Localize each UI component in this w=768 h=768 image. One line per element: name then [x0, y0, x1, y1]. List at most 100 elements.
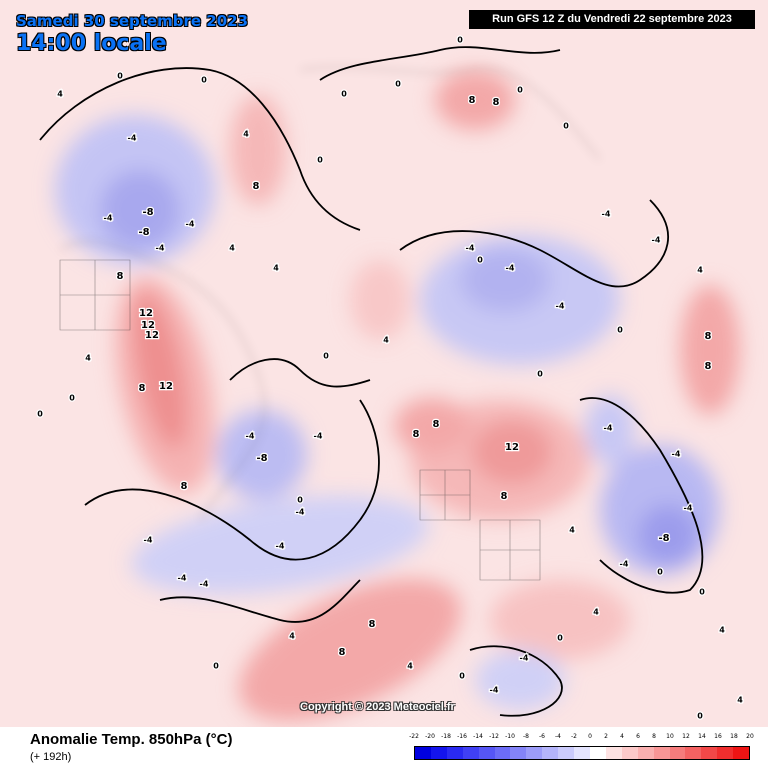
scale-tick-label: 4	[620, 733, 624, 740]
contour-label: -4	[652, 236, 661, 245]
contour-label: 4	[593, 608, 599, 617]
contour-label: -4	[684, 504, 693, 513]
scale-tick-label: 12	[682, 733, 690, 740]
contour-label: 0	[697, 712, 703, 721]
lead-time: (+ 192h)	[30, 751, 72, 763]
contour-label: 8	[469, 95, 476, 106]
scale-swatch	[478, 747, 495, 759]
contour-label: 8	[139, 383, 146, 394]
scale-swatch	[621, 747, 638, 759]
contour-label: 0	[477, 256, 483, 265]
contour-label: -4	[156, 244, 165, 253]
contour-label: 0	[459, 672, 465, 681]
cold-anomaly-north-atlantic	[131, 495, 429, 595]
zero-isotherm-pacific	[39, 67, 361, 231]
scale-swatch	[701, 747, 718, 759]
warm-anomaly-africa	[490, 580, 630, 660]
scale-swatch	[637, 747, 654, 759]
contour-label: -4	[602, 210, 611, 219]
contour-label: 8	[433, 419, 440, 430]
scale-swatch	[717, 747, 734, 759]
forecast-local-time: 14:00 locale	[16, 31, 167, 56]
scale-swatch	[733, 747, 750, 759]
warm-anomaly-atlantic	[238, 578, 462, 722]
scale-tick-label: -20	[425, 733, 435, 740]
scale-tick-label: -4	[555, 733, 561, 740]
scale-tick-label: -18	[441, 733, 451, 740]
scale-swatch	[430, 747, 447, 759]
color-scale-bar	[414, 746, 750, 760]
contour-label: 8	[181, 481, 188, 492]
contour-label: 8	[117, 271, 124, 282]
contour-label: -4	[620, 560, 629, 569]
warm-anomaly-europe-core	[472, 420, 552, 484]
scale-swatch	[494, 747, 511, 759]
contour-label: 0	[69, 394, 75, 403]
contour-label: 0	[699, 588, 705, 597]
contour-label: 0	[341, 90, 347, 99]
contour-label: 4	[383, 336, 389, 345]
contour-label: 4	[569, 526, 575, 535]
scale-tick-label: 16	[714, 733, 722, 740]
contour-label: 4	[697, 266, 703, 275]
scale-swatch	[685, 747, 702, 759]
scale-tick-label: -10	[505, 733, 515, 740]
model-run-label: Run GFS 12 Z du Vendredi 22 septembre 20…	[469, 10, 755, 29]
warm-anomaly-north-america-core	[132, 291, 188, 449]
contour-label: 4	[229, 244, 235, 253]
zero-isotherm-north	[319, 46, 561, 81]
scale-tick-label: 8	[652, 733, 656, 740]
contour-label: -4	[178, 574, 187, 583]
scale-tick-label: -16	[457, 733, 467, 740]
forecast-date: Samedi 30 septembre 2023	[16, 12, 249, 30]
cold-anomaly-alaska-core	[100, 170, 180, 250]
contour-label: -4	[144, 536, 153, 545]
zero-isotherm-asia	[579, 397, 704, 594]
cold-anomaly-siberia	[585, 395, 635, 465]
contour-label: -4	[200, 580, 209, 589]
scale-swatch	[415, 747, 431, 759]
contour-label: 4	[57, 90, 63, 99]
contour-label: 0	[457, 36, 463, 45]
scale-swatch	[558, 747, 575, 759]
scale-swatch	[669, 747, 686, 759]
contour-label: 4	[273, 264, 279, 273]
warm-anomaly-scandinavia	[394, 398, 470, 454]
contour-label: 12	[505, 442, 519, 453]
contour-label: 4	[737, 696, 743, 705]
scale-tick-label: -14	[473, 733, 483, 740]
zero-isotherm-north-america	[84, 399, 380, 561]
scale-tick-label: -2	[571, 733, 577, 740]
zero-isotherm-siberia	[399, 199, 669, 288]
cold-anomaly-arctic-core	[460, 248, 550, 312]
zero-isotherm-mediterranean	[469, 645, 563, 717]
contour-label: 0	[117, 72, 123, 81]
contour-label: -4	[490, 686, 499, 695]
scale-tick-label: 10	[666, 733, 674, 740]
contour-label: 8	[369, 619, 376, 630]
contour-label: 0	[297, 496, 303, 505]
contour-label: -4	[128, 134, 137, 143]
contour-label: 8	[493, 97, 500, 108]
contour-label: 0	[213, 662, 219, 671]
contour-label: -4	[186, 220, 195, 229]
contour-label: 12	[141, 320, 155, 331]
cold-anomaly-labrador	[217, 410, 307, 500]
contour-label: 0	[37, 410, 43, 419]
scale-tick-label: -8	[523, 733, 529, 740]
scale-tick-label: -12	[489, 733, 499, 740]
scale-swatch	[605, 747, 622, 759]
warm-anomaly-asia-east	[680, 285, 740, 415]
contour-label: 8	[501, 491, 508, 502]
zero-isotherm-greenland	[229, 358, 371, 388]
contour-label: 12	[159, 381, 173, 392]
contour-label: 0	[517, 86, 523, 95]
contour-label: 0	[657, 568, 663, 577]
zero-isotherm-atlantic	[159, 579, 361, 623]
contour-label: -4	[296, 508, 305, 517]
contour-label: -4	[604, 424, 613, 433]
warm-anomaly-pacific	[230, 95, 286, 205]
contour-label: 4	[407, 662, 413, 671]
